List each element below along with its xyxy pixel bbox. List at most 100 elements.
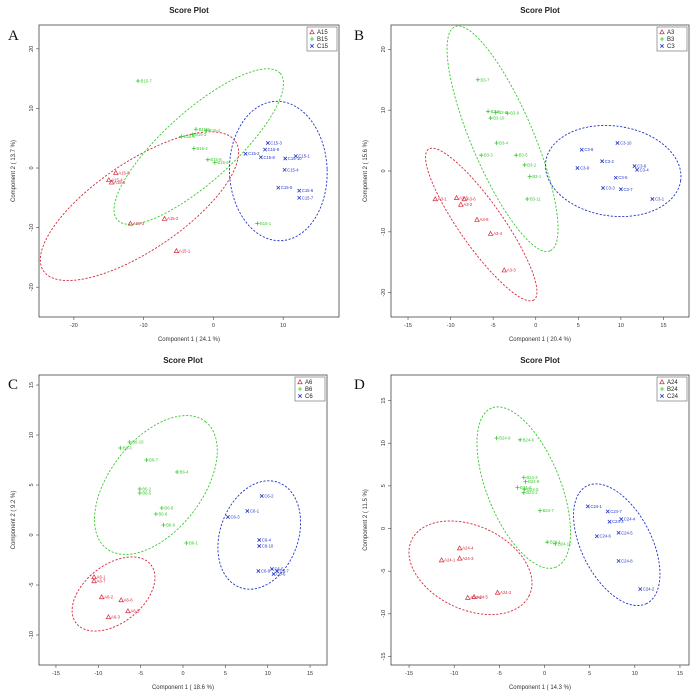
- point-A3: [458, 201, 464, 207]
- point-label: C6-3: [230, 515, 240, 520]
- point-C24: [585, 504, 590, 509]
- point-label: B3-6: [498, 110, 508, 115]
- confidence-ellipse-b: [113, 68, 284, 225]
- point-label: B24-3: [526, 475, 538, 480]
- y-axis-label: Component 2 ( 11.5 %): [363, 489, 369, 551]
- point-C6: [257, 544, 262, 548]
- point-B3: [525, 196, 530, 202]
- point-A3: [432, 196, 439, 202]
- confidence-ellipse-a: [71, 556, 156, 632]
- point-label: C24-8: [621, 558, 633, 563]
- legend-marker-C3: [660, 44, 664, 48]
- confidence-ellipse-c: [545, 124, 682, 218]
- point-C6: [275, 569, 280, 573]
- plot-frame: [38, 374, 328, 666]
- legend-marker-C6: [298, 394, 302, 398]
- point-B15: [190, 132, 195, 137]
- point-label: B3-2: [527, 162, 537, 167]
- point-A3: [501, 267, 508, 273]
- point-C6: [269, 567, 274, 571]
- x-axis-label: Component 1 ( 14.3 %): [509, 685, 571, 691]
- point-label: C24-1: [590, 504, 602, 509]
- point-B24: [522, 487, 527, 492]
- point-B3: [505, 111, 510, 116]
- point-C3: [615, 141, 620, 145]
- point-B24: [545, 540, 550, 545]
- legend-label: C6: [305, 394, 313, 400]
- point-C6: [271, 572, 276, 576]
- point-C24: [607, 519, 612, 524]
- legend-marker-A3: [659, 29, 665, 35]
- x-tick-label: 15: [307, 671, 313, 677]
- point-B3: [485, 109, 491, 114]
- legend-label: A3: [667, 30, 675, 36]
- point-label: A24-1: [444, 558, 456, 563]
- y-tick-label: 5: [29, 483, 35, 486]
- point-label: B15-4: [209, 128, 221, 133]
- point-B15: [212, 160, 217, 165]
- legend-marker-B15: [309, 36, 315, 42]
- y-tick-label: -15: [381, 652, 387, 660]
- point-A24: [438, 557, 445, 563]
- legend-label: A24: [667, 380, 678, 386]
- point-B3: [475, 77, 480, 82]
- y-tick-label: 15: [29, 382, 35, 388]
- x-tick-label: 10: [265, 671, 271, 677]
- point-B3: [479, 153, 484, 158]
- point-B15: [204, 128, 209, 133]
- point-A15: [173, 247, 180, 253]
- point-A3: [461, 196, 468, 202]
- point-C3: [575, 165, 580, 170]
- y-tick-label: 0: [381, 527, 387, 530]
- plot-data-area: A3-1 A3-5A3-6A3-2A3-8A3-4A3-3B3-7B3-8B3-6…: [425, 25, 682, 302]
- point-C24: [616, 530, 621, 535]
- point-label: C3-3: [606, 186, 616, 191]
- y-tick-label: 20: [29, 46, 35, 52]
- point-label: A24-6: [470, 595, 482, 600]
- point-B15: [193, 127, 199, 132]
- point-C15: [283, 156, 288, 161]
- point-label: B3-3: [484, 153, 494, 158]
- x-tick-label: 10: [280, 323, 286, 329]
- point-label: C24-7: [610, 509, 622, 514]
- point-label: B15-6: [184, 134, 196, 139]
- point-C6: [245, 509, 250, 513]
- point-A15: [161, 215, 168, 221]
- confidence-ellipse-b: [446, 25, 559, 252]
- panel-letter: D: [354, 377, 365, 393]
- score-plot-panel-d: D Score Plot -15 -10 -5 0 5 10 15 -15 -10 -5 0 5 10 15 C…: [354, 356, 690, 691]
- point-label: A6-1: [97, 575, 107, 580]
- point-label: C24-3: [612, 519, 624, 524]
- point-B24: [515, 485, 520, 490]
- point-label: B24-6: [523, 437, 535, 442]
- y-tick-label: 10: [381, 107, 387, 113]
- legend-label: B6: [305, 387, 313, 393]
- point-A15: [108, 179, 115, 185]
- point-label: B6-5: [142, 491, 152, 496]
- y-tick-label: -5: [381, 569, 387, 574]
- point-label: A6-2: [104, 595, 114, 600]
- x-tick-label: 0: [212, 323, 215, 329]
- point-label: A15-4: [111, 177, 123, 182]
- point-C6: [225, 515, 230, 519]
- point-A15: [105, 177, 112, 183]
- point-A3: [474, 216, 480, 222]
- point-label: C6-2: [264, 494, 274, 499]
- point-label: A15-2: [167, 216, 179, 221]
- point-label: A6-3: [111, 615, 121, 620]
- point-C24: [619, 517, 624, 522]
- point-label: B24-10: [558, 541, 572, 546]
- point-label: C3-4: [640, 167, 650, 172]
- y-tick-label: -20: [29, 283, 35, 291]
- point-label: A3-8: [480, 217, 490, 222]
- point-label: B24-8: [528, 479, 540, 484]
- x-axis-label: Component 1 ( 20.4 %): [509, 337, 571, 343]
- point-B24: [537, 508, 543, 513]
- x-tick-label: 5: [224, 671, 227, 677]
- point-label: B15-7: [141, 79, 153, 84]
- point-label: B3-7: [480, 77, 490, 82]
- point-label: C15-6: [302, 188, 314, 193]
- point-B6: [118, 445, 123, 451]
- score-plot-panel-a: A Score Plot -20 -10 0 10 -20 -10 0 10 20 Component…: [8, 6, 340, 343]
- x-tick-label: -10: [447, 323, 455, 329]
